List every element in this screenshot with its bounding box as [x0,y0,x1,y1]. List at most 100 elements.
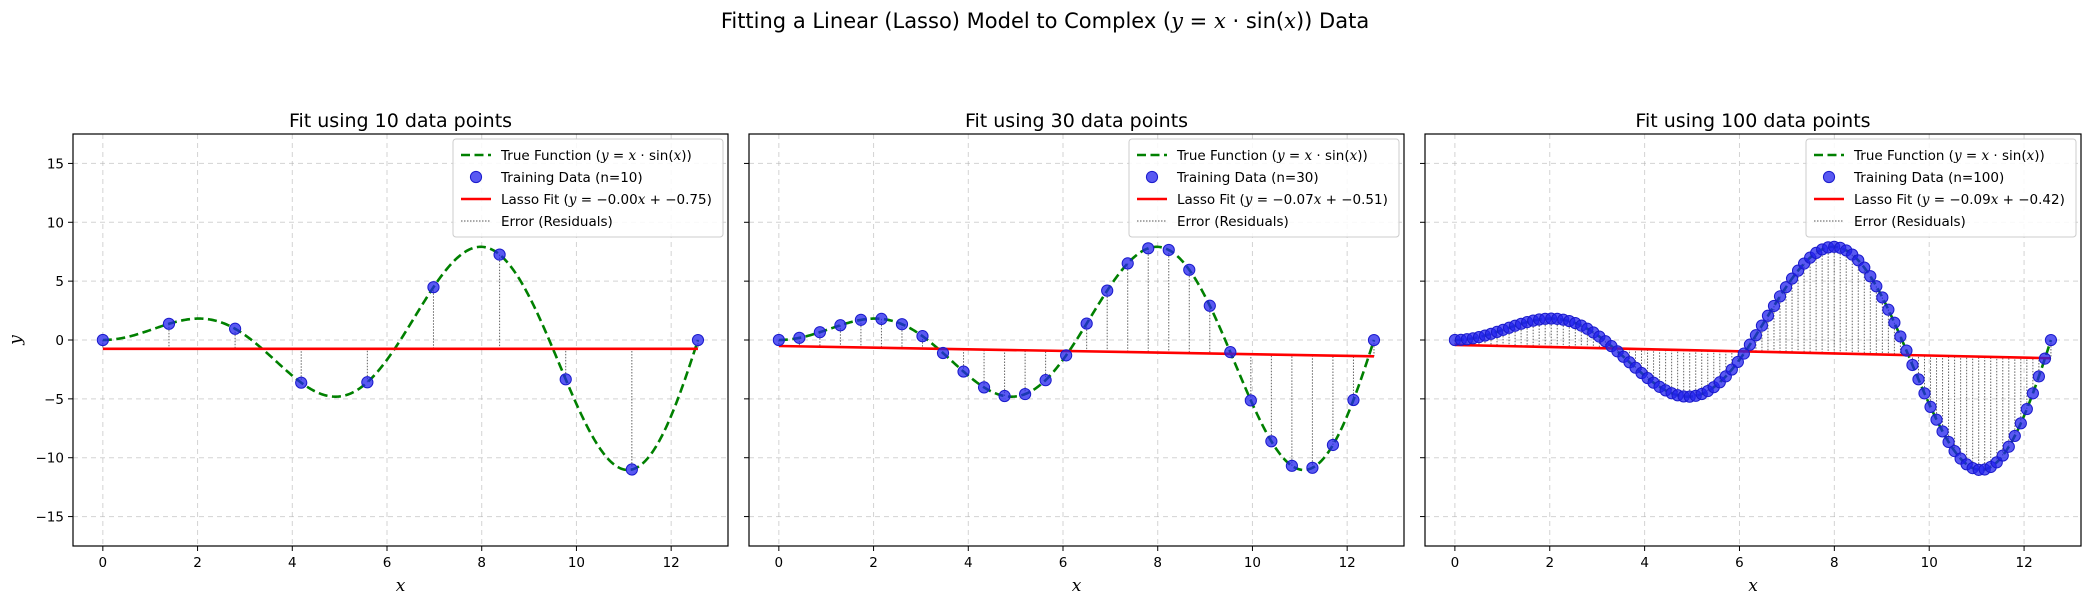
data-point [691,333,705,347]
data-point [2020,402,2033,416]
x-tick-label: 12 [663,555,680,571]
data-point [1244,394,1257,407]
data-point [1749,329,1763,342]
x-tick-label: 12 [1339,555,1356,571]
data-point [493,248,506,261]
subplot-2: 0 2 4 6 8 10 12 x Fit using 30 data points True F… [744,110,1405,596]
data-point [2044,333,2058,347]
x-tick-label: 4 [1640,555,1649,571]
lasso-fit-line [778,344,1374,358]
data-point [1858,261,1871,274]
data-point [834,319,847,332]
data-point [2008,429,2021,443]
data-point [998,389,1011,403]
data-point [1347,393,1360,407]
data-point [1285,459,1298,472]
data-point [854,313,868,326]
data-point [1876,291,1889,304]
data-point [1326,438,1340,452]
y-tick-label: −5 [44,392,64,408]
subplot-title: Fit using 10 data points [289,110,512,132]
data-point [957,365,970,378]
data-point [1942,435,1955,449]
x-tick-label: 2 [193,555,202,571]
legend-entry: Training Data (n=30) [1176,170,1319,186]
data-point [1864,270,1877,283]
plot-area [1448,240,2058,476]
x-tick-label: 8 [1153,555,1162,571]
data-point [875,312,888,325]
data-point [2032,370,2045,383]
data-point [916,330,929,343]
residuals [778,248,1375,468]
figure-suptitle: Fitting a Linear (Lasso) Model to Comple… [721,9,1369,33]
x-axis-label: x [1072,576,1082,596]
x-tick-label: 8 [1830,555,1839,571]
data-point [1080,317,1093,330]
x-axis-label: x [1748,576,1758,596]
y-axis-label: y [6,335,26,346]
data-point [1924,400,1937,414]
legend-entry: Training Data (n=10) [500,170,643,186]
subplot-title: Fit using 30 data points [965,110,1188,132]
data-point [1767,299,1781,313]
data-point [1894,330,1907,343]
legend-entry: Lasso Fit (y = −0.09x + −0.42) [1854,192,2065,208]
data-point [625,463,638,476]
data-point [1906,358,1919,372]
data-point [1900,344,1913,357]
data-point [1930,413,1943,426]
legend: True Function (y = x · sin(x)) Training D… [452,138,724,238]
plot-area [772,242,1381,474]
data-point [427,281,440,294]
data-point [361,376,374,389]
plot-area [96,245,705,476]
data-point [1996,449,2009,462]
x-tick-label: 10 [1244,555,1261,571]
legend-entry: Lasso Fit (y = −0.07x + −0.51) [1177,192,1388,208]
data-point [1121,257,1134,270]
y-tick-label: −10 [36,451,65,467]
legend-box [1128,138,1400,238]
subplot-1: 0 2 4 6 8 10 12 −15 −10 −5 0 5 10 15 x y Fit using 10 da… [6,110,729,596]
x-tick-label: 2 [869,555,878,571]
x-axis-label: x [396,576,406,596]
data-point [295,376,308,389]
data-point [1019,387,1032,401]
data-point [813,326,826,339]
data-point [559,373,572,386]
true-function-line [102,245,700,472]
data-point [2014,417,2027,430]
data-point [1773,290,1787,303]
data-point [1936,425,1949,438]
y-tick-label: 15 [47,156,64,172]
data-point [1731,355,1744,369]
x-tick-label: 6 [383,555,392,571]
x-tick-label: 4 [964,555,973,571]
legend: True Function (y = x · sin(x)) Training D… [1805,138,2077,238]
x-tick-label: 6 [1735,555,1744,571]
data-point [2038,352,2052,365]
x-tick-label: 0 [775,555,784,571]
y-tick-label: 10 [47,215,64,231]
data-point [1265,435,1278,448]
training-points [96,248,705,476]
data-point [772,333,785,347]
legend-entry: True Function (y = x · sin(x)) [1176,148,1368,164]
legend-swatch-training [1145,170,1159,184]
data-point [1755,319,1769,332]
x-tick-label: 0 [99,555,108,571]
panels: 0 2 4 6 8 10 12 −15 −10 −5 0 5 10 15 x y Fit using 10 da… [6,110,2082,596]
data-point [793,331,806,344]
data-point [1224,346,1237,359]
legend-entry: Error (Residuals) [1177,214,1289,230]
data-point [1882,303,1895,316]
x-tick-label: 4 [288,555,297,571]
grid [73,134,728,546]
data-point [1888,316,1901,329]
legend-entry: Training Data (n=100) [1853,170,2004,186]
data-point [936,346,950,360]
legend: True Function (y = x · sin(x)) Training D… [1128,138,1400,238]
data-point [1183,263,1196,276]
data-point [1761,309,1775,322]
